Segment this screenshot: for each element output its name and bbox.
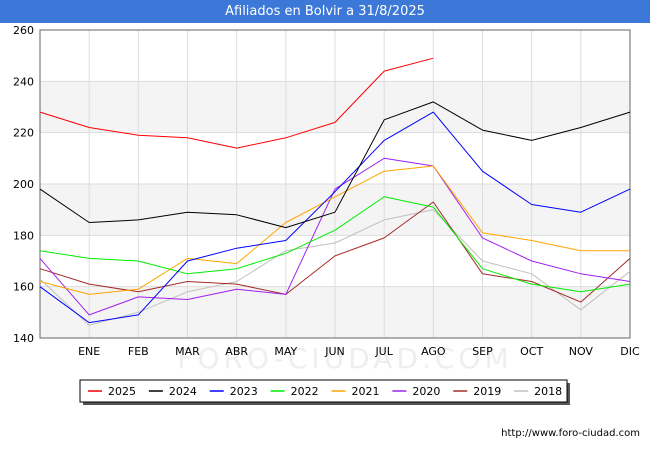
legend-label-2020: 2020	[412, 385, 440, 398]
x-tick-label: FEB	[128, 345, 149, 358]
legend-label-2024: 2024	[169, 385, 197, 398]
y-tick-label: 260	[13, 24, 34, 37]
legend-label-2025: 2025	[108, 385, 136, 398]
series-line-2020	[39, 157, 631, 316]
legend-label-2021: 2021	[352, 385, 380, 398]
y-tick-label: 220	[13, 127, 34, 140]
source-url: http://www.foro-ciudad.com	[501, 428, 640, 439]
y-tick-label: 200	[13, 178, 34, 191]
x-tick-label: ABR	[225, 345, 248, 358]
x-tick-label: AGO	[421, 345, 446, 358]
legend-label-2019: 2019	[473, 385, 501, 398]
legend-label-2022: 2022	[291, 385, 319, 398]
legend-label-2023: 2023	[230, 385, 258, 398]
legend-label-2018: 2018	[534, 385, 562, 398]
x-tick-label: OCT	[520, 345, 543, 358]
series-line-2025	[39, 57, 434, 149]
series-line-2018	[39, 209, 631, 326]
series-line-2021	[39, 165, 630, 295]
x-tick-label: MAR	[175, 345, 200, 358]
y-tick-label: 160	[13, 281, 34, 294]
y-tick-label: 140	[13, 332, 34, 345]
x-tick-label: SEP	[472, 345, 493, 358]
x-tick-label: JUN	[324, 345, 345, 358]
x-tick-label: ENE	[78, 345, 100, 358]
y-tick-label: 180	[13, 229, 34, 242]
series-line-2023	[39, 111, 631, 324]
x-tick-label: MAY	[274, 345, 297, 358]
x-tick-label: DIC	[620, 345, 640, 358]
x-tick-label: JUL	[374, 345, 393, 358]
plot-border	[39, 29, 631, 339]
x-tick-label: NOV	[569, 345, 594, 358]
chart-title-text: Afiliados en Bolvir a 31/8/2025	[225, 4, 425, 19]
series-line-2024	[39, 101, 631, 229]
watermark: FORO-CIUDAD.COM	[177, 342, 512, 375]
series-line-2019	[39, 201, 631, 303]
legend-box	[79, 379, 568, 403]
series-line-2022	[39, 196, 631, 293]
chart-title: Afiliados en Bolvir a 31/8/2025	[0, 0, 650, 23]
y-tick-label: 240	[13, 75, 34, 88]
